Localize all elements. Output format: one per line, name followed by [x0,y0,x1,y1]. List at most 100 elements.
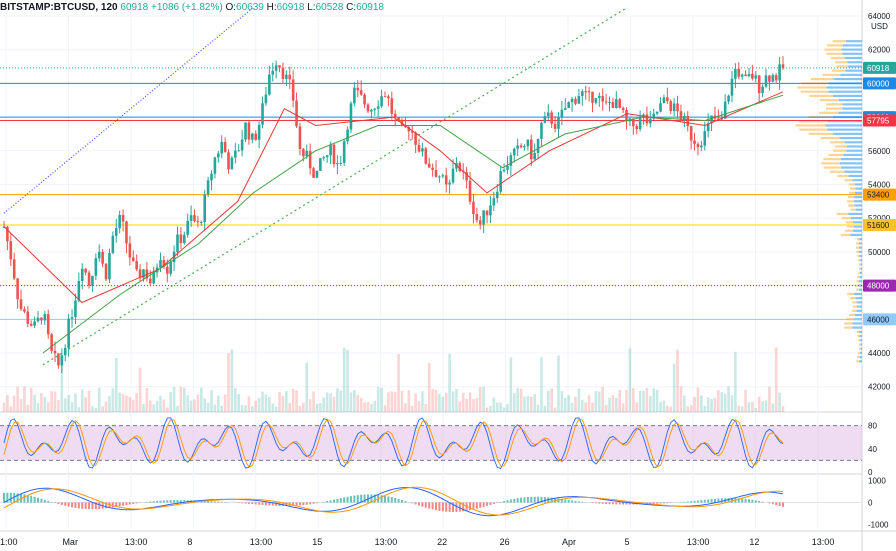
macd-hist-bar [57,502,60,504]
volume-bar [461,392,465,412]
vp-bar-orange [848,183,855,186]
candle-body [111,235,115,254]
price-label: 51600 [867,221,890,230]
candle-body [519,145,523,148]
macd-hist-bar [370,494,373,503]
macd-hist-bar [720,498,723,503]
candle-body [43,314,47,321]
macd-hist-bar [431,502,434,510]
volume-bar [179,386,183,412]
stoch-axis-tick: 80 [868,422,877,431]
vp-bar-blue [852,322,862,325]
candle-body [778,64,781,81]
volume-bar [339,390,343,412]
macd-hist-bar [145,501,148,503]
volume-bar [567,395,570,412]
candle-body [632,118,635,127]
volume-bar [162,399,166,412]
macd-hist-bar [166,500,169,503]
volume-bar [77,407,81,412]
ma-green-line [42,94,784,354]
vp-bar-orange [835,61,848,64]
vp-bar-orange [852,305,858,308]
macd-hist-bar [778,502,781,506]
candle-body [421,148,424,152]
macd-hist-bar [247,502,250,504]
vp-bar-blue [859,250,862,253]
macd-hist-bar [499,501,502,503]
candle-body [434,170,438,177]
macd-hist-bar [271,502,274,506]
candle-body [16,278,19,300]
volume-bar [635,402,639,412]
volume-bar [135,393,138,412]
candle-body [509,155,513,166]
volume-bar [9,406,13,412]
candle-body [659,103,662,112]
candle-body [186,220,189,235]
vp-bar-orange [857,275,860,279]
candle-body [87,272,91,286]
candle-body [114,228,118,236]
candle-body [710,115,713,124]
candle-body [502,169,506,172]
volume-bar [308,399,312,412]
volume-bar [710,398,713,412]
vp-bar-blue [859,271,862,274]
candle-body [720,118,724,120]
vp-bar-blue [854,204,862,207]
volume-bar [557,355,560,412]
volume-bar [659,402,662,412]
macd-hist-bar [373,494,376,503]
candle-body [380,96,383,107]
vp-bar-orange [857,356,860,359]
volume-bar [393,392,397,412]
macd-hist-bar [203,500,206,503]
volume-bar [730,395,734,412]
last-price: 60918 [120,2,149,13]
candle-body [312,168,315,178]
vp-bar-blue [842,103,862,106]
macd-hist-bar [418,502,421,506]
vp-bar-orange [826,52,843,55]
volume-bar [121,394,125,412]
macd-hist-bar [530,496,533,503]
candle-body [74,300,77,318]
time-axis-tick: 8 [187,537,192,547]
volume-bar [196,394,200,412]
macd-hist-bar [662,502,665,504]
symbol-label[interactable]: BITSTAMP:BTCUSD, 120 [0,2,118,13]
volume-bar [291,388,295,412]
candle-body [285,74,288,79]
macd-hist-bar [298,502,301,506]
candle-body [672,103,676,112]
price-label-bg [863,313,896,326]
macd-hist-bar [332,499,335,503]
macd-hist-bar [302,502,305,506]
volume-bar [387,392,390,412]
vp-bar-orange [830,56,845,60]
candle-body [655,111,659,114]
macd-hist-bar [9,492,12,503]
volume-bar [285,391,288,412]
macd-hist-bar [486,502,489,506]
candle-body [734,68,737,79]
time-axis-tick: 22 [437,537,447,547]
volume-bar [574,396,577,412]
macd-hist-bar [50,501,53,503]
volume-bar [723,393,727,412]
time-axis-tick: Mar [62,537,78,547]
macd-hist-bar [441,502,444,512]
volume-bar [485,407,489,412]
macd-hist-bar [492,502,495,504]
candle-body [686,115,690,127]
volume-bar [781,406,785,412]
candle-body [278,65,281,68]
volume-bar [302,402,305,412]
vp-bar-blue [858,360,862,363]
candle-body [152,272,155,284]
macd-hist-bar [438,502,441,511]
vp-bar-orange [856,246,859,249]
candle-body [77,280,81,301]
